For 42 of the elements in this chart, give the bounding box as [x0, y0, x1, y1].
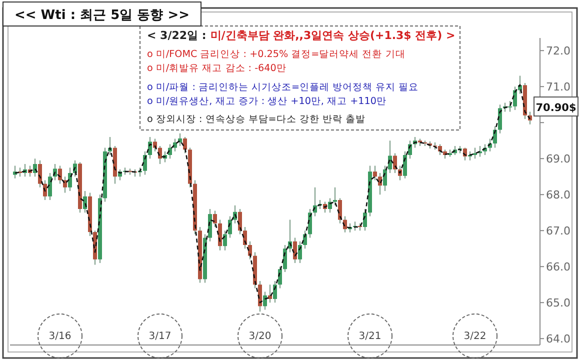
candlestick	[338, 198, 342, 224]
y-tick-label: 72.0	[546, 44, 570, 58]
candlestick	[48, 172, 52, 200]
annotation: o 미/원유생산, 재고 증가 : 생산 +10만, 재고 +110만	[147, 96, 386, 107]
candlestick	[283, 244, 287, 272]
candlestick	[208, 208, 212, 242]
y-tick-label: 64.0	[546, 332, 570, 346]
candlestick	[223, 230, 227, 251]
x-tick-label: 3/16	[48, 331, 72, 342]
candlestick	[498, 104, 502, 134]
annotation: o 미/FOMC 금리인상 : +0.25% 결정=달러약세 전환 기대	[147, 49, 406, 60]
x-tick-label: 3/20	[248, 331, 272, 342]
candlestick	[473, 147, 477, 160]
annotation: 미/긴축부담 완화,,3일연속 상승(+1.3$ 전후) >	[210, 29, 456, 42]
candlestick	[278, 266, 282, 289]
x-tick-label: 3/17	[148, 331, 172, 342]
candlestick	[363, 208, 367, 232]
candlestick	[213, 210, 217, 228]
candlestick	[218, 219, 222, 251]
y-tick-label: 69.0	[546, 152, 570, 166]
x-tick-label: 3/21	[358, 331, 382, 342]
candlestick	[153, 138, 157, 152]
candlestick	[333, 186, 337, 206]
candlestick	[263, 291, 267, 310]
candlestick	[508, 100, 512, 112]
annotation: < 3/22일 :	[147, 29, 206, 42]
annotation: o 장외시장 : 연속상승 부담=다소 강한 반락 출발	[147, 114, 366, 125]
annotation: o 미/휘발유 재고 감소 : -640만	[147, 63, 286, 74]
annotation: 70.90$	[536, 102, 576, 114]
y-tick-label: 68.0	[546, 188, 570, 202]
y-tick-label: 71.0	[546, 80, 570, 94]
y-tick-label: 66.0	[546, 260, 570, 274]
candlestick	[403, 150, 407, 179]
chart-title: << Wti : 최근 5일 동향 >>	[14, 8, 190, 23]
y-tick-label: 67.0	[546, 224, 570, 238]
candlestick	[183, 136, 187, 154]
candlestick	[68, 167, 72, 192]
annotation: o 미/파월 : 금리인하는 시기상조=인플레 방어정책 유지 필요	[147, 82, 419, 93]
candlestick	[513, 86, 517, 110]
candlestick	[373, 165, 377, 181]
y-tick-label: 65.0	[546, 296, 570, 310]
x-tick-label: 3/22	[464, 331, 486, 342]
